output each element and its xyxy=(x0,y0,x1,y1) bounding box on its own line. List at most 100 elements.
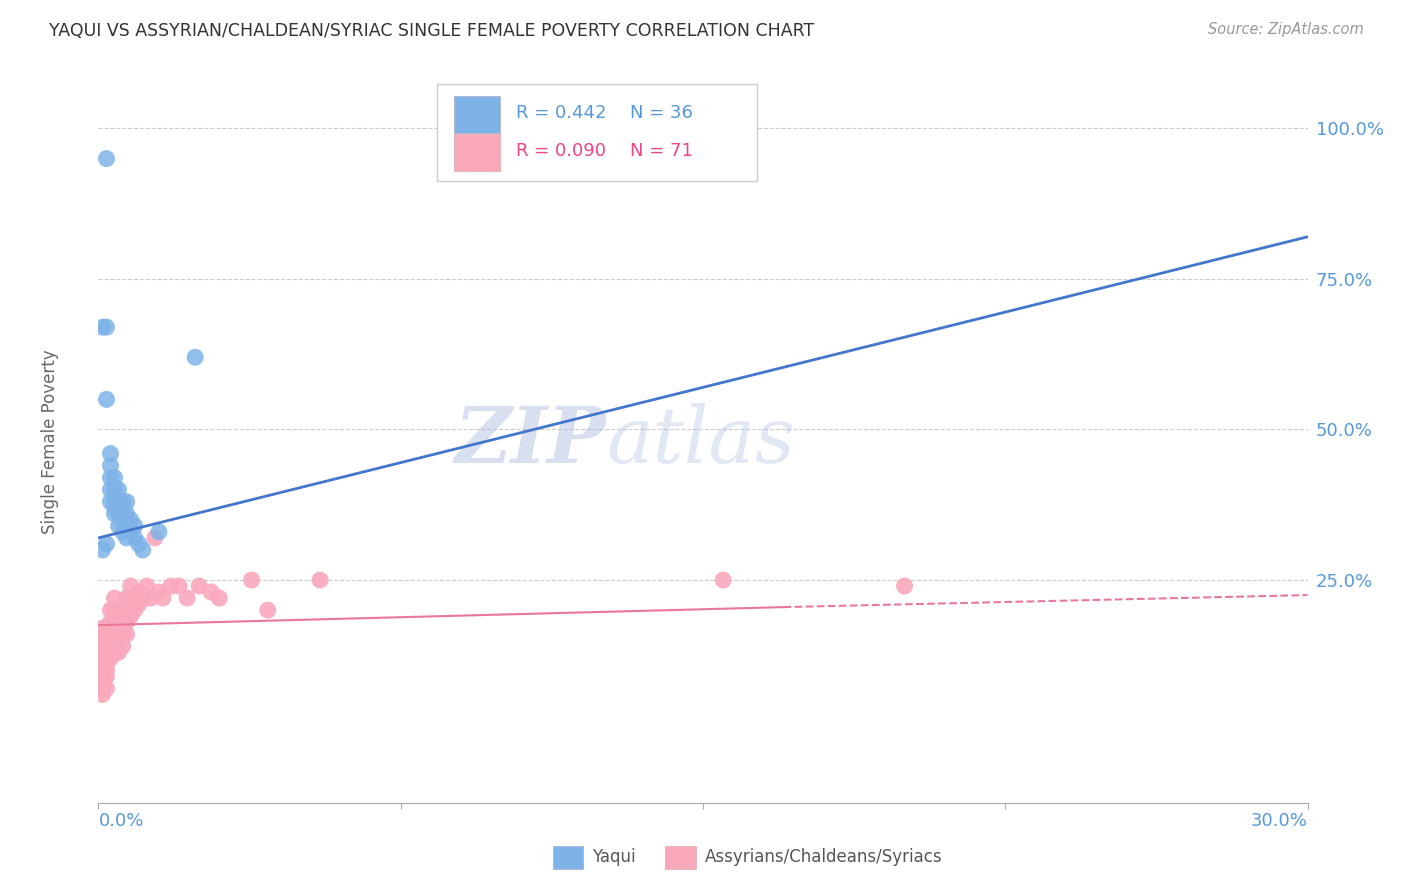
Point xyxy=(91,542,114,557)
Text: atlas: atlas xyxy=(606,403,794,480)
Text: N = 71: N = 71 xyxy=(630,142,693,160)
Point xyxy=(152,591,174,606)
Point xyxy=(100,627,122,641)
Point xyxy=(107,645,129,659)
Point xyxy=(111,639,134,653)
Text: YAQUI VS ASSYRIAN/CHALDEAN/SYRIAC SINGLE FEMALE POVERTY CORRELATION CHART: YAQUI VS ASSYRIAN/CHALDEAN/SYRIAC SINGLE… xyxy=(49,22,814,40)
Point xyxy=(128,537,150,551)
Point xyxy=(107,627,129,641)
Point xyxy=(100,471,122,485)
Point xyxy=(103,500,125,515)
Point xyxy=(120,591,142,606)
Point xyxy=(124,603,146,617)
Point xyxy=(103,639,125,653)
Point xyxy=(115,591,138,606)
Point xyxy=(96,633,118,648)
Point xyxy=(107,483,129,497)
Point xyxy=(115,603,138,617)
Text: Yaqui: Yaqui xyxy=(592,848,636,866)
Point xyxy=(96,639,118,653)
Point xyxy=(120,609,142,624)
Point xyxy=(103,483,125,497)
Point xyxy=(91,681,114,696)
Point xyxy=(91,320,114,334)
Point xyxy=(96,621,118,635)
Point xyxy=(711,573,734,587)
Point xyxy=(115,507,138,521)
Point xyxy=(103,621,125,635)
Point xyxy=(96,537,118,551)
Point xyxy=(91,669,114,683)
Point xyxy=(160,579,183,593)
Point xyxy=(96,669,118,683)
Point xyxy=(132,591,155,606)
Point xyxy=(115,615,138,630)
Point xyxy=(107,615,129,630)
Point xyxy=(100,645,122,659)
Point xyxy=(103,615,125,630)
Point xyxy=(176,591,198,606)
FancyBboxPatch shape xyxy=(437,84,758,181)
Point xyxy=(96,645,118,659)
FancyBboxPatch shape xyxy=(454,135,501,171)
Point xyxy=(135,579,157,593)
Point xyxy=(103,645,125,659)
Text: 0.0%: 0.0% xyxy=(98,812,143,830)
Point xyxy=(103,603,125,617)
Text: N = 36: N = 36 xyxy=(630,103,693,122)
Point xyxy=(148,524,170,539)
Text: 30.0%: 30.0% xyxy=(1251,812,1308,830)
Point xyxy=(115,494,138,508)
Text: Assyrians/Chaldeans/Syriacs: Assyrians/Chaldeans/Syriacs xyxy=(704,848,942,866)
Point xyxy=(115,531,138,545)
Point xyxy=(111,603,134,617)
Point xyxy=(100,483,122,497)
Point xyxy=(107,494,129,508)
Point xyxy=(100,651,122,665)
Point xyxy=(107,633,129,648)
Point xyxy=(96,392,118,407)
Point xyxy=(91,651,114,665)
Point xyxy=(240,573,263,587)
Point xyxy=(309,573,332,587)
Point xyxy=(100,458,122,473)
Point xyxy=(103,507,125,521)
Point xyxy=(256,603,278,617)
Text: R = 0.090: R = 0.090 xyxy=(516,142,606,160)
Point xyxy=(132,542,155,557)
Point xyxy=(111,494,134,508)
Point xyxy=(208,591,231,606)
Point xyxy=(167,579,190,593)
Text: R = 0.442: R = 0.442 xyxy=(516,103,606,122)
Point xyxy=(103,591,125,606)
Point xyxy=(96,152,118,166)
Point xyxy=(188,579,211,593)
Point xyxy=(139,591,162,606)
Point xyxy=(100,615,122,630)
Point xyxy=(124,591,146,606)
Point xyxy=(91,664,114,678)
Point xyxy=(96,627,118,641)
Text: ZIP: ZIP xyxy=(454,403,606,480)
Point xyxy=(100,639,122,653)
Point xyxy=(128,597,150,611)
Point xyxy=(120,513,142,527)
Point xyxy=(96,681,118,696)
FancyBboxPatch shape xyxy=(454,96,501,133)
Point xyxy=(143,531,166,545)
Point xyxy=(120,524,142,539)
Point xyxy=(107,518,129,533)
Point xyxy=(111,615,134,630)
Point xyxy=(107,603,129,617)
Point xyxy=(91,657,114,672)
Point xyxy=(96,320,118,334)
Point xyxy=(200,585,222,599)
Text: Single Female Poverty: Single Female Poverty xyxy=(41,350,59,533)
Point xyxy=(184,350,207,364)
Point xyxy=(91,675,114,690)
Point xyxy=(111,500,134,515)
Text: Source: ZipAtlas.com: Source: ZipAtlas.com xyxy=(1208,22,1364,37)
Point xyxy=(91,639,114,653)
Point xyxy=(103,471,125,485)
Point xyxy=(91,621,114,635)
